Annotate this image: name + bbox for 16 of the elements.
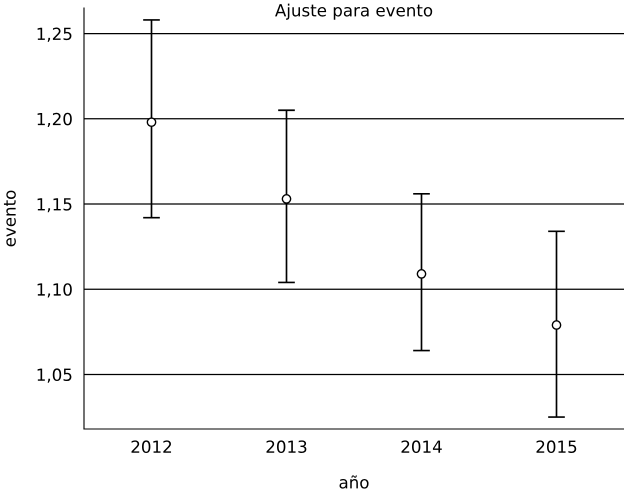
y-axis-title: evento bbox=[4, 190, 16, 246]
y-tick-label: 1,25 bbox=[38, 28, 72, 42]
y-tick-label: 1,20 bbox=[38, 112, 72, 128]
x-tick-label: 2014 bbox=[402, 440, 442, 454]
x-tick-label: 2012 bbox=[132, 440, 172, 454]
chart-title: Ajuste para evento bbox=[275, 4, 432, 20]
x-axis-title: año bbox=[340, 475, 369, 489]
point bbox=[146, 117, 156, 128]
y-tick-label: 1,05 bbox=[38, 368, 72, 383]
x-tick-label: 2015 bbox=[536, 440, 576, 454]
y-tick-label: 1,10 bbox=[38, 283, 72, 298]
point bbox=[282, 194, 292, 204]
y-tick-label: 1,15 bbox=[38, 198, 72, 212]
point bbox=[416, 269, 426, 279]
x-tick-label: 2013 bbox=[266, 440, 306, 454]
point bbox=[552, 320, 562, 330]
